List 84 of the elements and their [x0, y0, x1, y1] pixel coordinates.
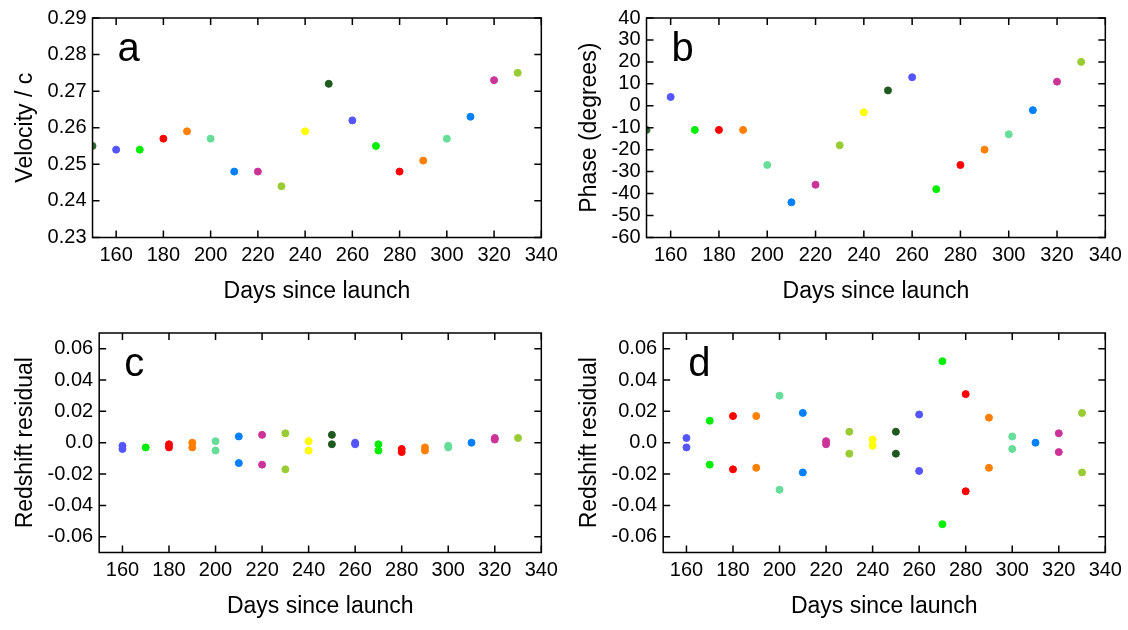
x-tick-label: 280: [382, 242, 417, 265]
x-tick-label: 320: [478, 557, 512, 580]
x-tick-label: 240: [855, 557, 890, 580]
y-tick-label: -30: [611, 159, 641, 182]
x-tick-label: 180: [146, 242, 181, 265]
x-axis-title: Days since launch: [790, 591, 978, 618]
x-tick-label: 200: [193, 242, 228, 265]
y-tick-label: -10: [611, 115, 641, 138]
y-tick-label: 0.25: [47, 151, 87, 174]
y-tick-label: 0: [629, 93, 641, 116]
x-tick-label: 280: [943, 242, 978, 265]
x-tick-label: 340: [1088, 242, 1122, 265]
x-tick-label: 320: [1040, 242, 1074, 265]
x-axis-title: Days since launch: [782, 276, 970, 303]
y-tick-label: 0.29: [47, 5, 87, 28]
annotation: c: [124, 340, 145, 385]
x-tick-label: 340: [1088, 557, 1122, 580]
y-tick-label: -0.06: [47, 524, 94, 547]
x-tick-label: 200: [198, 557, 233, 580]
y-tick-label: 0.28: [47, 42, 87, 65]
x-tick-label: 300: [431, 557, 465, 580]
y-tick-label: -0.06: [611, 524, 658, 547]
y-tick-label: 10: [618, 71, 641, 94]
y-tick-label: 0.06: [618, 336, 658, 359]
y-tick-label: -50: [611, 202, 641, 225]
y-axis-title: Redshift residual: [11, 357, 38, 529]
y-tick-label: 0.02: [618, 398, 658, 421]
y-tick-label: 0.04: [618, 367, 658, 390]
y-tick-label: 0.24: [47, 188, 87, 211]
y-tick-label: -0.02: [47, 461, 94, 484]
y-tick-label: -40: [611, 181, 641, 204]
x-axis-title: Days since launch: [226, 591, 414, 618]
y-tick-label: 40: [618, 5, 641, 28]
x-tick-label: 340: [524, 557, 558, 580]
x-tick-label: 220: [798, 242, 833, 265]
x-tick-label: 260: [902, 557, 936, 580]
annotation: d: [688, 340, 711, 385]
x-tick-label: 240: [291, 557, 326, 580]
y-tick-label: 30: [618, 27, 641, 50]
y-axis-title: Phase (degrees): [575, 42, 602, 213]
x-axis-title: Days since launch: [223, 276, 411, 303]
x-tick-label: 220: [245, 557, 279, 580]
x-tick-label: 160: [99, 242, 133, 265]
x-tick-label: 280: [949, 557, 983, 580]
y-tick-label: -20: [611, 137, 641, 160]
y-tick-label: 0.0: [629, 430, 658, 453]
y-tick-label: 0.0: [65, 430, 94, 453]
x-tick-label: 220: [809, 557, 843, 580]
x-tick-label: 180: [702, 242, 736, 265]
y-tick-label: 0.23: [47, 224, 87, 247]
x-tick-label: 180: [152, 557, 186, 580]
x-tick-label: 260: [335, 242, 370, 265]
x-tick-label: 160: [105, 557, 140, 580]
x-tick-label: 240: [288, 242, 322, 265]
x-tick-label: 280: [385, 557, 419, 580]
x-tick-label: 260: [338, 557, 372, 580]
x-tick-label: 320: [1042, 557, 1076, 580]
y-tick-label: -0.04: [611, 492, 658, 515]
y-tick-label: -60: [611, 224, 641, 247]
x-tick-label: 160: [653, 242, 688, 265]
y-tick-label: 0.06: [54, 336, 94, 359]
y-tick-label: 0.02: [54, 398, 94, 421]
x-tick-label: 200: [762, 557, 797, 580]
x-tick-label: 240: [847, 242, 881, 265]
x-tick-label: 320: [477, 242, 511, 265]
x-tick-label: 160: [669, 557, 704, 580]
annotation: b: [671, 25, 694, 70]
y-tick-label: 0.26: [47, 115, 87, 138]
x-tick-label: 180: [716, 557, 750, 580]
x-tick-label: 300: [430, 242, 464, 265]
y-tick-label: -0.02: [611, 461, 658, 484]
y-tick-label: 0.27: [47, 78, 87, 101]
y-axis-title: Velocity / c: [11, 72, 38, 183]
y-tick-label: 20: [618, 49, 641, 72]
x-tick-label: 260: [895, 242, 929, 265]
x-tick-label: 300: [992, 242, 1026, 265]
y-tick-label: -0.04: [47, 492, 94, 515]
annotation: a: [117, 25, 141, 70]
x-tick-label: 220: [241, 242, 275, 265]
x-tick-label: 340: [524, 242, 558, 265]
x-tick-label: 300: [995, 557, 1029, 580]
x-tick-label: 200: [750, 242, 784, 265]
y-tick-label: 0.04: [54, 367, 94, 390]
y-axis-title: Redshift residual: [575, 357, 602, 529]
